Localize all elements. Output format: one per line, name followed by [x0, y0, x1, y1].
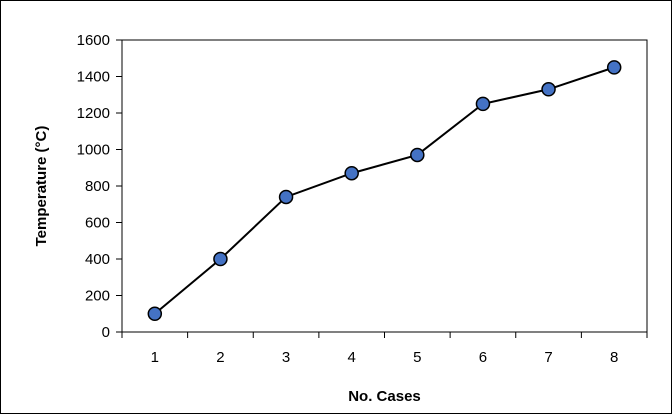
series-markers	[147, 60, 622, 321]
x-tick-label: 2	[216, 349, 224, 366]
data-point-marker	[475, 96, 491, 112]
x-tick-label: 8	[610, 349, 618, 366]
x-axis-title: No. Cases	[348, 388, 421, 405]
x-tick-label: 7	[544, 349, 552, 366]
y-tick-label: 1400	[77, 69, 110, 86]
y-tick-label: 400	[85, 251, 110, 268]
data-point-marker	[278, 189, 294, 205]
y-tick-label: 0	[102, 324, 110, 341]
x-tick-label: 6	[479, 349, 487, 366]
series-line	[154, 66, 615, 315]
data-point-marker	[541, 82, 556, 97]
data-point-marker	[606, 60, 622, 75]
y-axis-title: Temperature (°C)	[33, 126, 50, 247]
data-point-marker	[147, 306, 163, 321]
plot-area-border	[121, 39, 648, 333]
plot-area	[121, 39, 648, 333]
y-tick-label: 1600	[77, 32, 110, 49]
y-axis-ticks: 0 200 400 600 800 1000 1200 1400 1600	[77, 32, 122, 341]
x-tick-label: 3	[282, 349, 290, 366]
data-point-marker	[213, 251, 228, 267]
x-axis-ticks: 1 2 3 4 5 6 7 8	[121, 332, 648, 366]
x-tick-label: 5	[413, 349, 421, 366]
y-tick-label: 600	[85, 215, 110, 232]
y-tick-label: 1200	[77, 105, 110, 122]
y-tick-label: 200	[85, 288, 110, 305]
y-tick-label: 800	[85, 178, 110, 195]
data-point-marker	[410, 147, 425, 163]
data-point-marker	[344, 165, 359, 181]
x-tick-label: 1	[151, 349, 159, 366]
x-tick-label: 4	[348, 349, 356, 366]
y-tick-label: 1000	[77, 142, 110, 159]
